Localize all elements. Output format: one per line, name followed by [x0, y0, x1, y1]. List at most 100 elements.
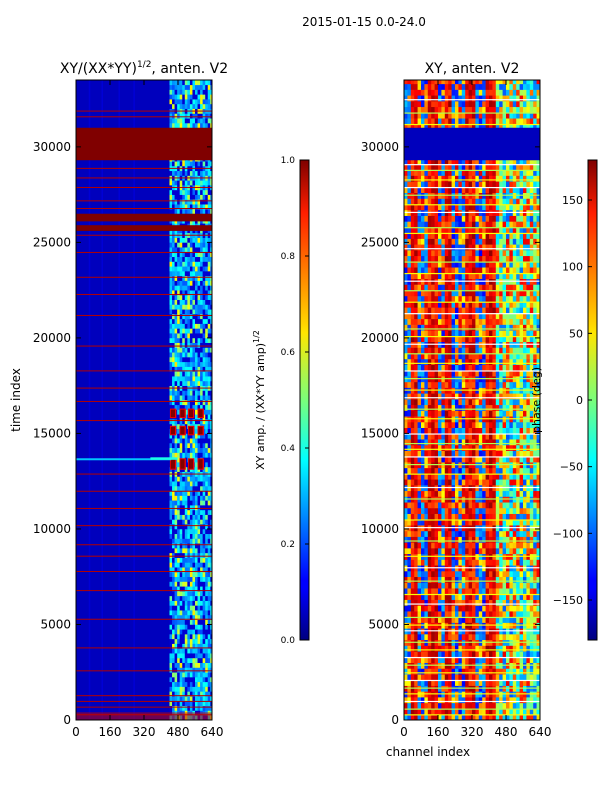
- heatmap-cell: [526, 358, 531, 365]
- heatmap-cell: [444, 502, 449, 509]
- heatmap-cell: [529, 433, 534, 440]
- horizontal-line: [76, 314, 212, 316]
- heatmap-cell: [200, 371, 203, 377]
- heatmap-cell: [197, 347, 201, 353]
- heatmap-cell: [523, 439, 527, 446]
- heatmap-cell: [519, 381, 524, 388]
- heatmap-cell: [499, 393, 503, 400]
- heatmap-cell: [189, 677, 193, 683]
- heatmap-cell: [187, 309, 191, 315]
- heatmap-cell: [444, 450, 449, 457]
- heatmap-cell: [179, 528, 183, 535]
- heatmap-cell: [523, 479, 527, 486]
- heatmap-cell: [533, 433, 537, 440]
- heatmap-cell: [431, 507, 435, 514]
- heatmap-cell: [509, 674, 514, 681]
- heatmap-cell: [421, 542, 425, 549]
- heatmap-cell: [536, 393, 540, 400]
- heatmap-cell: [519, 467, 524, 474]
- heatmap-cell: [177, 342, 180, 348]
- heatmap-cell: [451, 370, 456, 377]
- heatmap-cell: [200, 271, 203, 277]
- heatmap-cell: [458, 456, 463, 463]
- heatmap-cell: [492, 576, 497, 583]
- heatmap-cell: [533, 507, 537, 514]
- heatmap-cell: [516, 370, 520, 377]
- heatmap-cell: [195, 208, 198, 215]
- heatmap-cell: [182, 376, 186, 382]
- heatmap-cell: [192, 333, 196, 339]
- heatmap-cell: [441, 353, 446, 360]
- heatmap-cell: [414, 599, 418, 606]
- heatmap-cell: [197, 686, 201, 692]
- heatmap-cell: [202, 409, 206, 415]
- heatmap-cell: [202, 686, 206, 692]
- heatmap-cell: [451, 421, 456, 429]
- heatmap-cell: [410, 433, 415, 440]
- heatmap-cell: [478, 668, 483, 675]
- heatmap-cell: [417, 611, 422, 618]
- heatmap-cell: [461, 651, 466, 658]
- heatmap-cell: [172, 557, 175, 563]
- heatmap-cell: [441, 364, 446, 371]
- heatmap-cell: [441, 393, 446, 400]
- heatmap-cell: [458, 404, 463, 411]
- heatmap-cell: [197, 242, 201, 248]
- heatmap-cell: [177, 653, 180, 659]
- heatmap-cell: [197, 638, 201, 644]
- heatmap-cell: [499, 444, 503, 451]
- heatmap-cell: [179, 256, 183, 262]
- heatmap-cell: [421, 697, 425, 704]
- heatmap-cell: [434, 358, 439, 365]
- heatmap-cell: [499, 427, 503, 434]
- heatmap-cell: [506, 645, 510, 652]
- heatmap-cell: [489, 611, 493, 618]
- heatmap-cell: [172, 619, 175, 625]
- heatmap-cell: [482, 542, 486, 549]
- heatmap-cell: [174, 552, 178, 558]
- heatmap-cell: [205, 466, 209, 472]
- heatmap-cell: [519, 444, 524, 451]
- heatmap-cell: [478, 542, 483, 549]
- heatmap-cell: [202, 438, 206, 444]
- heatmap-cell: [485, 645, 490, 652]
- heatmap-cell: [482, 444, 486, 451]
- heatmap-cell: [195, 481, 198, 487]
- heatmap-cell: [495, 456, 500, 463]
- heatmap-cell: [465, 542, 469, 549]
- heatmap-cell: [182, 347, 186, 353]
- heatmap-cell: [192, 605, 196, 611]
- right-panel-title: XY, anten. V2: [425, 61, 520, 77]
- heatmap-cell: [448, 714, 452, 720]
- heatmap-cell: [519, 679, 524, 686]
- heatmap-cell: [177, 457, 180, 463]
- heatmap-cell: [207, 567, 211, 573]
- heatmap-cell: [434, 570, 439, 578]
- heatmap-cell: [210, 485, 212, 492]
- heatmap-cell: [427, 570, 432, 578]
- heatmap-cell: [424, 353, 429, 360]
- heatmap-cell: [516, 668, 520, 675]
- heatmap-cell: [207, 366, 211, 372]
- heatmap-cell: [424, 679, 429, 686]
- heatmap-cell: [207, 318, 211, 324]
- heatmap-cell: [172, 304, 175, 310]
- heatmap-cell: [182, 361, 186, 367]
- heatmap-cell: [424, 507, 429, 514]
- heatmap-cell: [434, 404, 439, 411]
- high-value-block-core: [188, 409, 194, 418]
- heatmap-cell: [200, 89, 203, 95]
- heatmap-cell: [458, 473, 463, 480]
- heatmap-cell: [207, 247, 211, 253]
- heatmap-cell: [189, 337, 193, 343]
- heatmap-cell: [207, 681, 211, 687]
- heatmap-cell: [189, 189, 193, 195]
- heatmap-cell: [485, 588, 490, 595]
- heatmap-cell: [205, 376, 209, 382]
- heatmap-cell: [455, 668, 459, 675]
- heatmap-cell: [441, 519, 446, 526]
- heatmap-cell: [448, 582, 452, 589]
- heatmap-cell: [177, 595, 180, 601]
- heatmap-cell: [172, 285, 175, 291]
- heatmap-cell: [512, 582, 517, 589]
